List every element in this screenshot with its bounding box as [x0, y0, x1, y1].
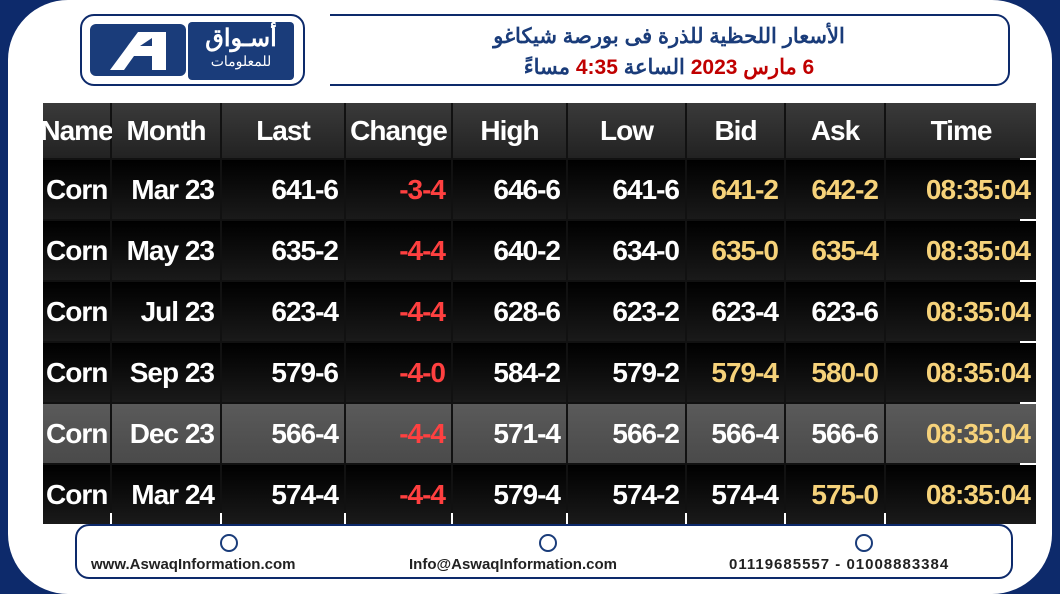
time-word: الساعة [623, 56, 685, 79]
cell: 579-6 [222, 343, 344, 402]
column-header: Month [112, 103, 220, 158]
cell: 579-4 [687, 343, 784, 402]
cell: 584-2 [453, 343, 566, 402]
logo-tagline: للمعلومات [210, 53, 272, 69]
cell: 08:35:04 [886, 343, 1036, 402]
cell: Corn [43, 343, 110, 402]
logo-mark [90, 24, 186, 76]
cell: -4-4 [346, 221, 451, 280]
web-icon [220, 534, 238, 552]
cell: 08:35:04 [886, 465, 1036, 524]
logo: أسـواق للمعلومات [80, 14, 305, 86]
cell: Jul 23 [112, 282, 220, 341]
cell: Corn [43, 465, 110, 524]
column-header: Name [40, 103, 114, 158]
date: 6 مارس 2023 [690, 56, 815, 79]
cell: -4-0 [346, 343, 451, 402]
cell: -3-4 [346, 160, 451, 219]
cell: 640-2 [453, 221, 566, 280]
cell: 623-2 [568, 282, 685, 341]
logo-icon [110, 32, 166, 70]
cell: Corn [43, 160, 110, 219]
logo-name: أسـواق [205, 25, 277, 52]
column-header: Last [222, 103, 344, 158]
title-box: الأسعار اللحظية للذرة فى بورصة شيكاغو 6 … [330, 14, 1010, 86]
cell: 580-0 [786, 343, 884, 402]
cell: 566-4 [687, 404, 784, 463]
cell: 566-2 [568, 404, 685, 463]
cell: 635-4 [786, 221, 884, 280]
cell: May 23 [112, 221, 220, 280]
email: Info@AswaqInformation.com [409, 556, 617, 573]
cell: 642-2 [786, 160, 884, 219]
column-header: Change [346, 103, 451, 158]
cell: 635-2 [222, 221, 344, 280]
cell: 646-6 [453, 160, 566, 219]
cell: 579-2 [568, 343, 685, 402]
cell: 628-6 [453, 282, 566, 341]
cell: 574-2 [568, 465, 685, 524]
cell: 574-4 [687, 465, 784, 524]
cell: 574-4 [222, 465, 344, 524]
cell: 635-0 [687, 221, 784, 280]
cell: Corn [43, 282, 110, 341]
cell: 08:35:04 [886, 160, 1036, 219]
cell: 575-0 [786, 465, 884, 524]
phone: 01119685557 - 01008883384 [729, 556, 950, 573]
title: الأسعار اللحظية للذرة فى بورصة شيكاغو [493, 25, 845, 48]
logo-text: أسـواق للمعلومات [188, 22, 294, 80]
footer: www.AswaqInformation.com Info@AswaqInfor… [75, 524, 1013, 579]
cell: 08:35:04 [886, 282, 1036, 341]
subtitle: 6 مارس 2023 الساعة 4:35 مساءً [330, 55, 1008, 80]
column-header: High [453, 103, 566, 158]
cell: 08:35:04 [886, 404, 1036, 463]
time: 4:35 [575, 56, 618, 79]
cell: -4-4 [346, 282, 451, 341]
cell: -4-4 [346, 404, 451, 463]
column-header: Ask [786, 103, 884, 158]
cell: 566-6 [786, 404, 884, 463]
cell: Dec 23 [112, 404, 220, 463]
website: www.AswaqInformation.com [91, 556, 296, 573]
cell: Mar 24 [112, 465, 220, 524]
column-header: Bid [687, 103, 784, 158]
column-header: Time [886, 103, 1036, 158]
cell: 571-4 [453, 404, 566, 463]
cell: Mar 23 [112, 160, 220, 219]
price-table: Name Month Last Change High Low Bid Ask Time Corn… [40, 103, 1036, 524]
cell: -4-4 [346, 465, 451, 524]
mail-icon [539, 534, 557, 552]
cell: 623-4 [687, 282, 784, 341]
cell: 566-4 [222, 404, 344, 463]
cell: 579-4 [453, 465, 566, 524]
cell: Corn [43, 404, 110, 463]
cell: 634-0 [568, 221, 685, 280]
cell: 641-6 [568, 160, 685, 219]
cell: 623-4 [222, 282, 344, 341]
cell: Corn [43, 221, 110, 280]
cell: 641-2 [687, 160, 784, 219]
period: مساءً [523, 56, 571, 79]
column-header: Low [568, 103, 685, 158]
cell: 623-6 [786, 282, 884, 341]
cell: Sep 23 [112, 343, 220, 402]
phone-icon [855, 534, 873, 552]
cell: 08:35:04 [886, 221, 1036, 280]
cell: 641-6 [222, 160, 344, 219]
